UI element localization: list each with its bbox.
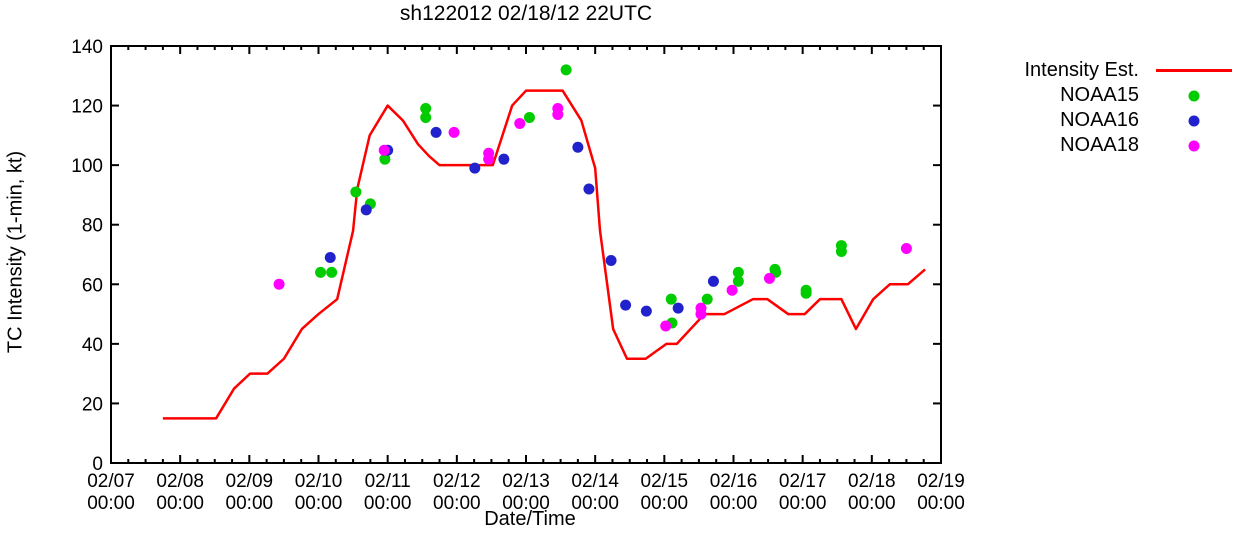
svg-text:00:00: 00:00 (226, 493, 274, 514)
svg-text:02/19: 02/19 (917, 471, 965, 492)
svg-text:00:00: 00:00 (641, 493, 689, 514)
svg-text:00:00: 00:00 (502, 493, 550, 514)
svg-text:02/09: 02/09 (226, 471, 274, 492)
svg-text:02/12: 02/12 (433, 471, 481, 492)
svg-text:00:00: 00:00 (364, 493, 412, 514)
red-line-swatch (1156, 64, 1232, 78)
svg-text:40: 40 (82, 335, 103, 356)
svg-text:02/08: 02/08 (156, 471, 204, 492)
svg-text:02/17: 02/17 (779, 471, 827, 492)
x-axis-label: Date/Time (484, 508, 576, 530)
svg-text:02/11: 02/11 (365, 471, 411, 492)
svg-text:120: 120 (71, 97, 103, 118)
legend-label: NOAA18 (1060, 134, 1139, 156)
svg-text:02/15: 02/15 (641, 471, 689, 492)
svg-text:80: 80 (82, 216, 103, 237)
svg-text:140: 140 (71, 37, 103, 58)
svg-text:02/10: 02/10 (295, 471, 343, 492)
svg-text:100: 100 (71, 156, 103, 177)
svg-text:00:00: 00:00 (433, 493, 481, 514)
svg-text:00:00: 00:00 (917, 493, 965, 514)
svg-text:0: 0 (92, 454, 103, 475)
svg-text:00:00: 00:00 (571, 493, 619, 514)
svg-text:00:00: 00:00 (710, 493, 758, 514)
green-dot-swatch (1156, 89, 1232, 103)
legend-item-intensity-est: Intensity Est. (1024, 58, 1232, 83)
legend-item-noaa15: NOAA15 (1025, 83, 1233, 108)
y-axis-label: TC Intensity (1-min, kt) (4, 150, 27, 354)
blue-dot-swatch (1156, 114, 1232, 128)
svg-text:02/13: 02/13 (502, 471, 550, 492)
legend-label: NOAA16 (1060, 109, 1139, 131)
svg-text:02/18: 02/18 (848, 471, 896, 492)
svg-text:02/16: 02/16 (710, 471, 758, 492)
svg-text:00:00: 00:00 (87, 493, 135, 514)
svg-text:00:00: 00:00 (295, 493, 343, 514)
svg-text:00:00: 00:00 (848, 493, 896, 514)
legend-item-noaa16: NOAA16 (1025, 108, 1233, 133)
svg-text:00:00: 00:00 (779, 493, 827, 514)
legend-label: NOAA15 (1060, 84, 1139, 106)
svg-text:20: 20 (82, 394, 103, 415)
svg-text:02/14: 02/14 (571, 471, 619, 492)
legend: Intensity Est. NOAA15 NOAA16 NOAA18 (1024, 58, 1233, 158)
svg-text:02/07: 02/07 (87, 471, 135, 492)
chart-title: sh122012 02/18/12 22UTC (399, 2, 653, 25)
legend-item-noaa18: NOAA18 (1025, 133, 1233, 158)
svg-text:00:00: 00:00 (156, 493, 204, 514)
legend-label: Intensity Est. (1024, 59, 1140, 81)
svg-text:60: 60 (82, 275, 103, 296)
magenta-dot-swatch (1156, 139, 1232, 153)
